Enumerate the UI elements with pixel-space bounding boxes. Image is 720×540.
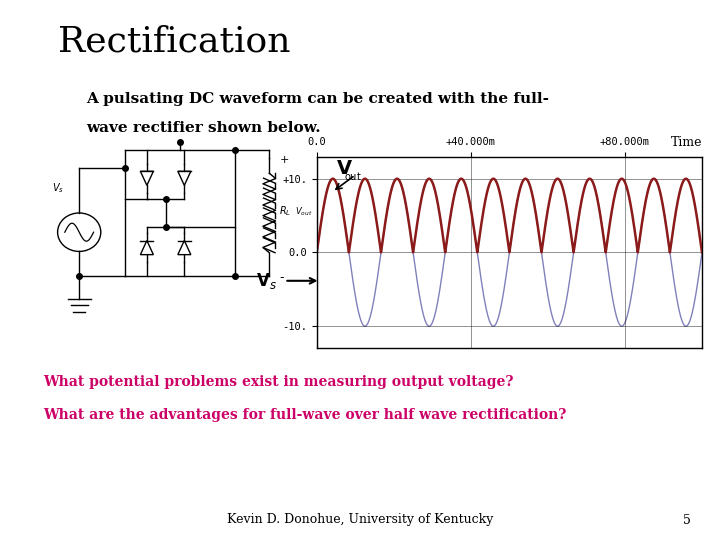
Text: $R_L$: $R_L$	[279, 204, 292, 218]
Text: A pulsating DC waveform can be created with the full-: A pulsating DC waveform can be created w…	[86, 92, 549, 106]
Text: $\mathrm{out}$: $\mathrm{out}$	[343, 170, 361, 182]
Polygon shape	[140, 171, 153, 185]
Text: 5: 5	[683, 514, 691, 526]
Polygon shape	[178, 240, 191, 255]
Text: $V_s$: $V_s$	[52, 181, 64, 195]
Text: Kevin D. Donohue, University of Kentucky: Kevin D. Donohue, University of Kentucky	[227, 514, 493, 526]
Text: $\mathbf{V}_s$: $\mathbf{V}_s$	[256, 271, 277, 291]
Polygon shape	[140, 240, 153, 255]
Polygon shape	[178, 171, 191, 185]
Text: $\mathbf{V}$: $\mathbf{V}$	[336, 160, 353, 178]
Text: $V_{out}$: $V_{out}$	[295, 205, 312, 218]
Text: Time: Time	[670, 136, 702, 149]
Text: What are the advantages for full-wave over half wave rectification?: What are the advantages for full-wave ov…	[43, 408, 567, 422]
Text: Rectification: Rectification	[58, 24, 290, 58]
Text: What potential problems exist in measuring output voltage?: What potential problems exist in measuri…	[43, 375, 513, 389]
Text: +: +	[279, 155, 289, 165]
Text: wave rectifier shown below.: wave rectifier shown below.	[86, 122, 321, 136]
Text: -: -	[279, 271, 284, 284]
